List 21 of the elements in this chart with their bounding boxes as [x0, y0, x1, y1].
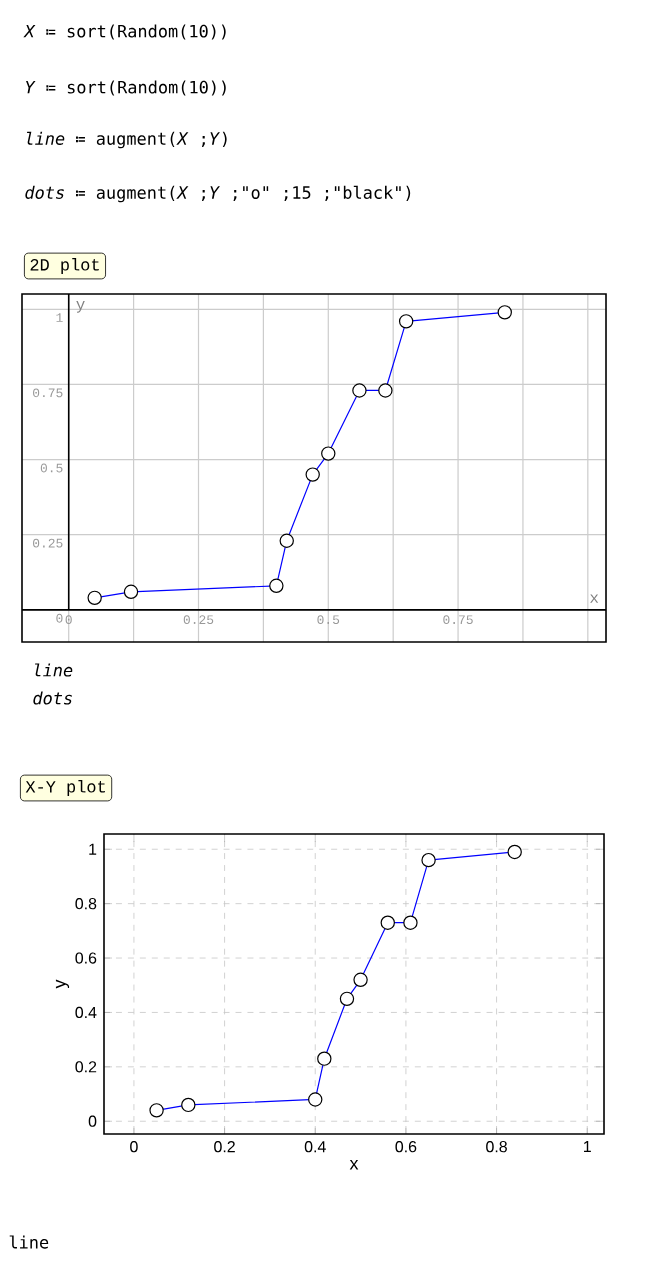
point [339, 991, 355, 1007]
text: dots [33, 691, 72, 705]
text: line ≔ augment(X ;Y) [26, 131, 227, 149]
point [181, 1097, 196, 1113]
text: line [9, 1235, 49, 1249]
chart-title: 2D plot [30, 258, 99, 274]
point [317, 1051, 332, 1066]
chart-title: X-Y plot [25, 780, 105, 796]
point [421, 852, 436, 868]
text: X ≔ sort(Random(10)) [23, 24, 226, 40]
point [380, 915, 395, 930]
text: Y ≔ sort(Random(10)) [26, 80, 226, 96]
text: dots ≔ augment(X ;Y ;"o" ;15 ;"black") [25, 185, 411, 203]
point [308, 1092, 323, 1107]
x-axis-title: x [349, 1160, 359, 1170]
text: line [34, 663, 73, 677]
point [149, 1103, 164, 1118]
y-axis-title: y [55, 979, 70, 989]
point [507, 844, 522, 860]
point [403, 915, 418, 930]
point [353, 972, 368, 987]
